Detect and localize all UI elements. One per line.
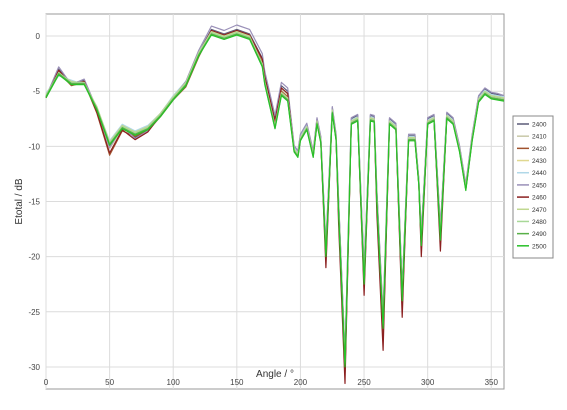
legend-label: 2420 bbox=[532, 146, 547, 153]
legend-label: 2400 bbox=[532, 122, 547, 129]
x-tick-label: 0 bbox=[44, 378, 49, 387]
y-tick-label: -25 bbox=[28, 308, 40, 317]
legend-label: 2430 bbox=[532, 158, 547, 165]
legend-label: 2460 bbox=[532, 195, 547, 202]
y-tick-label: -5 bbox=[33, 87, 41, 96]
x-tick-label: 350 bbox=[485, 378, 499, 387]
legend-label: 2500 bbox=[532, 243, 547, 250]
series-line-2500 bbox=[45, 34, 505, 368]
y-tick-label: -30 bbox=[28, 363, 40, 372]
x-tick-label: 300 bbox=[421, 378, 435, 387]
x-tick-label: 100 bbox=[167, 378, 181, 387]
grid-lines bbox=[45, 14, 504, 389]
y-tick-label: -10 bbox=[28, 142, 40, 151]
legend-label: 2490 bbox=[532, 231, 547, 238]
y-tick-label: 0 bbox=[36, 32, 41, 41]
legend-label: 2440 bbox=[532, 170, 547, 177]
y-axis-label: Etotal / dB bbox=[14, 178, 25, 224]
x-tick-label: 200 bbox=[294, 378, 308, 387]
x-tick-label: 250 bbox=[357, 378, 371, 387]
legend-label: 2470 bbox=[532, 207, 547, 214]
y-tick-label: -20 bbox=[28, 253, 40, 262]
x-tick-label: 50 bbox=[105, 378, 114, 387]
series-lines bbox=[45, 24, 505, 385]
legend-label: 2410 bbox=[532, 134, 547, 141]
legend: 2400 2410 2420 2430 2440 2450 2460 2470 2480 2490… bbox=[512, 115, 554, 259]
y-tick-label: -15 bbox=[28, 198, 40, 207]
x-tick-label: 150 bbox=[230, 378, 244, 387]
legend-label: 2480 bbox=[532, 219, 547, 226]
legend-label: 2450 bbox=[532, 182, 547, 189]
x-axis-label: Angle / ° bbox=[256, 369, 294, 380]
axis-ticks: 0 50 100 150 200 250 300 350 0 -5 -10 -15 -20 -25 -30 bbox=[28, 32, 498, 387]
